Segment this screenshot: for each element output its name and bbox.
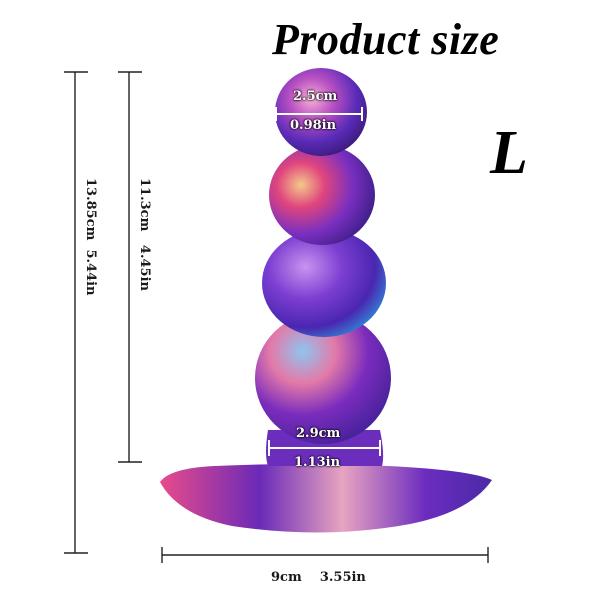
- insert-height-bracket: [118, 71, 142, 463]
- product-bead-1: [275, 68, 367, 156]
- base-width-in: 3.55in: [319, 570, 366, 585]
- base-width-cm: 9cm: [271, 570, 302, 585]
- product-base: [160, 464, 492, 533]
- top-diameter-in: 0.98in: [290, 118, 337, 133]
- base-width-bracket: [161, 547, 489, 563]
- product-bead-4: [255, 312, 391, 444]
- total-height-bracket: [64, 71, 88, 554]
- total-height-label: 13.85cm 5.44in: [83, 178, 98, 296]
- neck-diameter-in: 1.13in: [294, 455, 341, 470]
- insert-height-cm: 11.3cm: [137, 178, 152, 232]
- insert-height-label: 11.3cm 4.45in: [137, 178, 152, 291]
- product-bead-3: [262, 229, 386, 337]
- neck-diameter-cm: 2.9cm: [296, 426, 341, 441]
- base-width-label: 9cm 3.55in: [271, 570, 366, 585]
- insert-height-in: 4.45in: [137, 244, 152, 291]
- total-height-in: 5.44in: [83, 249, 98, 296]
- size-label: L: [490, 119, 528, 187]
- top-diameter-cm: 2.5cm: [293, 89, 338, 104]
- page-title: Product size: [272, 15, 500, 64]
- product-bead-2: [269, 145, 375, 245]
- total-height-cm: 13.85cm: [83, 178, 98, 241]
